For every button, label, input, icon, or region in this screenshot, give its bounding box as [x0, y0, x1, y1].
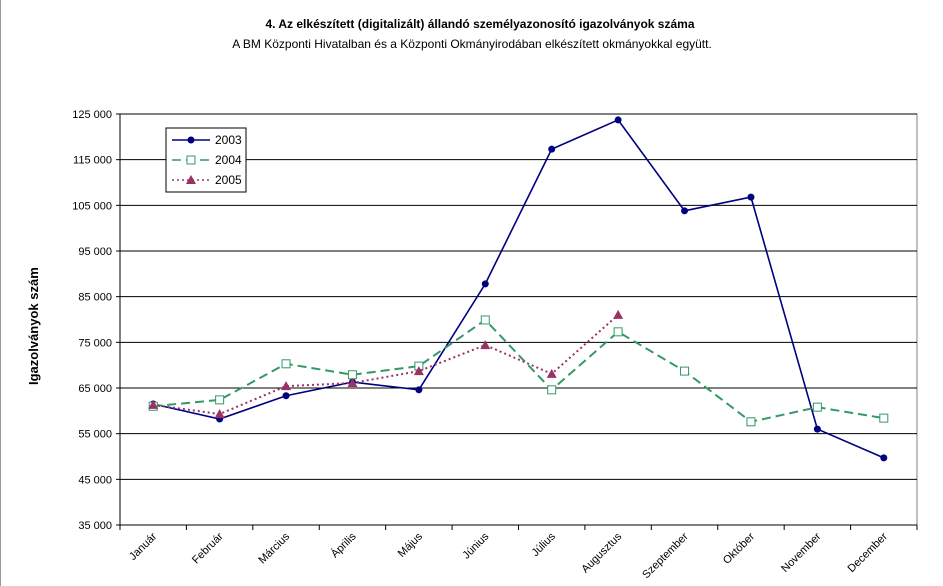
- chart-subtitle: A BM Központi Hivatalban és a Központi O…: [232, 37, 712, 51]
- marker: [746, 417, 756, 427]
- marker: [282, 392, 290, 400]
- marker: [187, 136, 195, 144]
- marker: [747, 193, 755, 201]
- marker: [880, 454, 888, 462]
- y-tick-label: 55 000: [78, 429, 112, 441]
- marker: [613, 327, 623, 337]
- y-tick-label: 35 000: [78, 520, 112, 532]
- legend-label: 2004: [215, 153, 242, 167]
- y-axis-label: Igazolványok szám: [26, 267, 41, 385]
- marker: [680, 366, 690, 376]
- marker: [215, 395, 225, 405]
- marker: [214, 409, 225, 419]
- legend-label: 2005: [215, 173, 242, 187]
- marker: [148, 399, 159, 409]
- marker: [347, 377, 358, 387]
- marker: [480, 340, 491, 350]
- marker: [548, 145, 556, 153]
- marker: [347, 370, 357, 380]
- y-tick-label: 125 000: [72, 109, 112, 121]
- marker: [281, 381, 292, 391]
- marker: [413, 366, 424, 376]
- marker: [681, 207, 689, 215]
- chart-title: 4. Az elkészített (digitalizált) állandó…: [265, 17, 694, 31]
- marker: [186, 155, 196, 165]
- y-tick-label: 95 000: [78, 246, 112, 258]
- marker: [613, 309, 624, 319]
- y-tick-label: 85 000: [78, 292, 112, 304]
- marker: [481, 280, 489, 288]
- marker: [546, 368, 557, 378]
- marker: [547, 385, 557, 395]
- marker: [879, 413, 889, 423]
- marker: [614, 116, 622, 124]
- marker: [480, 315, 490, 325]
- marker: [813, 425, 821, 433]
- y-tick-label: 105 000: [72, 200, 112, 212]
- legend-label: 2003: [215, 133, 242, 147]
- y-tick-label: 75 000: [78, 337, 112, 349]
- series-line: [153, 118, 885, 459]
- series-line: [153, 318, 884, 423]
- y-tick-label: 115 000: [73, 155, 112, 167]
- y-tick-label: 65 000: [78, 383, 112, 395]
- marker: [186, 175, 196, 184]
- y-tick-label: 45 000: [78, 474, 112, 486]
- marker: [281, 359, 291, 369]
- marker: [812, 402, 822, 412]
- marker: [415, 386, 423, 394]
